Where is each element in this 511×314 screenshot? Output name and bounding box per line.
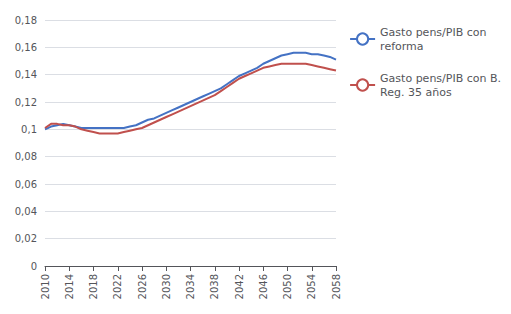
svg-text:2054: 2054 <box>306 274 317 299</box>
svg-text:0,02: 0,02 <box>15 233 37 244</box>
svg-text:2034: 2034 <box>185 274 196 299</box>
svg-text:2030: 2030 <box>161 274 172 299</box>
svg-text:2058: 2058 <box>331 274 342 299</box>
svg-text:0,18: 0,18 <box>15 15 37 26</box>
svg-text:2010: 2010 <box>40 274 51 299</box>
svg-text:2014: 2014 <box>64 274 75 299</box>
svg-text:0,12: 0,12 <box>15 97 37 108</box>
svg-text:2042: 2042 <box>234 274 245 299</box>
svg-text:0: 0 <box>31 261 37 272</box>
svg-text:2022: 2022 <box>112 274 123 299</box>
svg-text:0,16: 0,16 <box>15 42 37 53</box>
svg-text:0,1: 0,1 <box>21 124 37 135</box>
svg-text:0,08: 0,08 <box>15 151 37 162</box>
svg-text:2046: 2046 <box>258 274 269 299</box>
svg-text:2038: 2038 <box>209 274 220 299</box>
svg-text:0,06: 0,06 <box>15 179 37 190</box>
svg-text:2026: 2026 <box>137 274 148 299</box>
svg-text:0,04: 0,04 <box>15 206 37 217</box>
svg-text:2018: 2018 <box>88 274 99 299</box>
svg-text:Reg. 35 años: Reg. 35 años <box>380 86 452 99</box>
svg-text:Gasto pens/PIB con: Gasto pens/PIB con <box>380 26 486 39</box>
svg-text:reforma: reforma <box>380 40 423 53</box>
svg-text:2050: 2050 <box>282 274 293 299</box>
svg-text:Gasto pens/PIB con B.: Gasto pens/PIB con B. <box>380 72 501 85</box>
svg-text:0,14: 0,14 <box>15 69 37 80</box>
